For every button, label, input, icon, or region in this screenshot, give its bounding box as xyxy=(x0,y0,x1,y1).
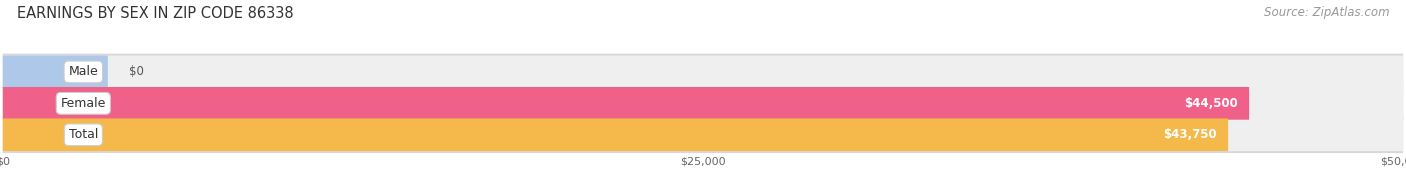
FancyBboxPatch shape xyxy=(3,87,1249,120)
Text: Female: Female xyxy=(60,97,105,110)
FancyBboxPatch shape xyxy=(3,54,1403,90)
Text: EARNINGS BY SEX IN ZIP CODE 86338: EARNINGS BY SEX IN ZIP CODE 86338 xyxy=(17,6,294,21)
FancyBboxPatch shape xyxy=(3,118,1229,151)
FancyBboxPatch shape xyxy=(3,85,1403,122)
Text: $44,500: $44,500 xyxy=(1184,97,1237,110)
Text: Source: ZipAtlas.com: Source: ZipAtlas.com xyxy=(1264,6,1389,19)
FancyBboxPatch shape xyxy=(3,118,1403,151)
FancyBboxPatch shape xyxy=(3,56,108,88)
Text: Total: Total xyxy=(69,128,98,141)
FancyBboxPatch shape xyxy=(3,56,1403,88)
Text: $43,750: $43,750 xyxy=(1163,128,1218,141)
FancyBboxPatch shape xyxy=(3,117,1403,153)
FancyBboxPatch shape xyxy=(3,87,1403,120)
Text: $0: $0 xyxy=(129,65,143,78)
Text: Male: Male xyxy=(69,65,98,78)
